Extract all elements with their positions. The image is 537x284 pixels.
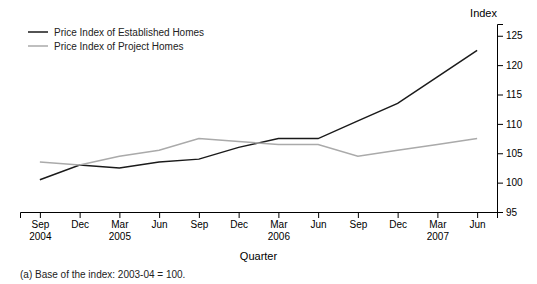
x-tick: Mar2005 bbox=[109, 212, 132, 242]
x-tick-label-line: 2006 bbox=[268, 231, 291, 242]
y-tick-mark bbox=[497, 36, 503, 37]
y-tick: 95 bbox=[497, 207, 518, 218]
legend-item: Price Index of Project Homes bbox=[28, 41, 184, 52]
axis-line bbox=[21, 213, 498, 219]
x-tick-label: Jun bbox=[152, 219, 168, 230]
y-tick-mark bbox=[497, 183, 503, 184]
x-tick: Sep2004 bbox=[29, 212, 52, 242]
y-tick-mark bbox=[497, 124, 503, 125]
x-tick-label-line: Dec bbox=[230, 219, 248, 230]
x-tick-mark bbox=[398, 212, 399, 218]
x-tick-label-line: 2005 bbox=[109, 231, 132, 242]
x-tick-mark bbox=[318, 212, 319, 218]
x-tick-mark bbox=[477, 212, 478, 218]
x-tick-label: Dec bbox=[389, 219, 407, 230]
y-tick-label: 105 bbox=[506, 148, 523, 159]
y-axis: 95 100 105 110 115 120 125 bbox=[497, 25, 523, 218]
legend-swatch bbox=[28, 31, 48, 33]
x-tick-label-line: Jun bbox=[152, 219, 168, 230]
x-tick-mark bbox=[40, 212, 41, 218]
x-tick-label: Sep bbox=[349, 219, 367, 230]
x-tick-mark bbox=[119, 212, 120, 218]
y-tick-label: 115 bbox=[506, 89, 522, 100]
x-tick: Mar2007 bbox=[427, 212, 450, 242]
x-tick-label-line: Sep bbox=[190, 219, 208, 230]
chart: Sep2004DecMar2005JunSepDecMar2006JunSepD… bbox=[0, 0, 537, 284]
legend: Price Index of Established Homes Price In… bbox=[28, 27, 204, 52]
x-axis-label: Quarter bbox=[240, 250, 278, 262]
y-tick: 125 bbox=[497, 30, 523, 41]
x-tick-label-line: 2004 bbox=[29, 231, 52, 242]
y-tick-mark bbox=[497, 212, 503, 213]
x-tick: Sep bbox=[349, 212, 367, 230]
x-tick-label-line: Mar bbox=[270, 219, 288, 230]
plot-area bbox=[40, 50, 477, 179]
x-tick: Dec bbox=[71, 212, 89, 230]
x-tick-label: Dec bbox=[71, 219, 89, 230]
x-tick-label: Sep2004 bbox=[29, 219, 52, 242]
legend-item: Price Index of Established Homes bbox=[28, 27, 204, 38]
x-tick: Dec bbox=[389, 212, 407, 230]
x-tick-label: Jun bbox=[311, 219, 327, 230]
x-tick-mark bbox=[199, 212, 200, 218]
y-tick-mark bbox=[497, 95, 503, 96]
x-tick-label: Mar2007 bbox=[427, 219, 450, 242]
series-line bbox=[40, 50, 477, 179]
x-tick: Jun bbox=[470, 212, 486, 230]
x-tick-mark bbox=[358, 212, 359, 218]
y-tick-mark bbox=[497, 65, 503, 66]
legend-swatch bbox=[28, 45, 48, 47]
x-tick-label: Mar2006 bbox=[268, 219, 291, 242]
x-tick-mark bbox=[159, 212, 160, 218]
y-tick: 105 bbox=[497, 148, 523, 159]
x-tick-label-line: Jun bbox=[470, 219, 486, 230]
x-tick-label-line: Dec bbox=[389, 219, 407, 230]
y-tick-label: 110 bbox=[506, 119, 522, 130]
x-tick-label-line: Mar bbox=[429, 219, 447, 230]
y-tick-label: 125 bbox=[506, 30, 523, 41]
y-tick: 115 bbox=[497, 89, 522, 100]
chart-container: Sep2004DecMar2005JunSepDecMar2006JunSepD… bbox=[0, 0, 537, 284]
x-axis: Sep2004DecMar2005JunSepDecMar2006JunSepD… bbox=[21, 212, 498, 242]
x-tick-mark bbox=[437, 212, 438, 218]
y-tick: 120 bbox=[497, 60, 523, 71]
x-tick-mark bbox=[278, 212, 279, 218]
x-tick: Dec bbox=[230, 212, 248, 230]
x-tick-label-line: Sep bbox=[349, 219, 367, 230]
x-tick-label: Sep bbox=[190, 219, 208, 230]
x-tick-label: Jun bbox=[470, 219, 486, 230]
x-tick-label-line: Mar bbox=[111, 219, 129, 230]
y-axis-label: Index bbox=[470, 7, 497, 19]
legend-label: Price Index of Established Homes bbox=[54, 27, 204, 38]
x-tick: Jun bbox=[311, 212, 327, 230]
y-tick-label: 100 bbox=[506, 177, 523, 188]
x-tick-label: Dec bbox=[230, 219, 248, 230]
x-tick-label-line: Jun bbox=[311, 219, 327, 230]
series-line bbox=[40, 139, 477, 165]
x-tick-label-line: 2007 bbox=[427, 231, 450, 242]
y-tick-mark bbox=[497, 153, 503, 154]
x-tick: Sep bbox=[190, 212, 208, 230]
y-tick: 110 bbox=[497, 119, 522, 130]
y-tick-label: 120 bbox=[506, 60, 523, 71]
x-tick-mark bbox=[80, 212, 81, 218]
legend-label: Price Index of Project Homes bbox=[54, 41, 184, 52]
axis-line bbox=[498, 25, 504, 213]
x-tick-label-line: Dec bbox=[71, 219, 89, 230]
x-tick: Mar2006 bbox=[268, 212, 291, 242]
x-tick-label-line: Sep bbox=[31, 219, 49, 230]
y-tick-label: 95 bbox=[506, 207, 518, 218]
x-tick-label: Mar2005 bbox=[109, 219, 132, 242]
x-tick-mark bbox=[239, 212, 240, 218]
x-tick: Jun bbox=[152, 212, 168, 230]
y-tick: 100 bbox=[497, 177, 523, 188]
footnote: (a) Base of the index: 2003-04 = 100. bbox=[20, 269, 185, 280]
